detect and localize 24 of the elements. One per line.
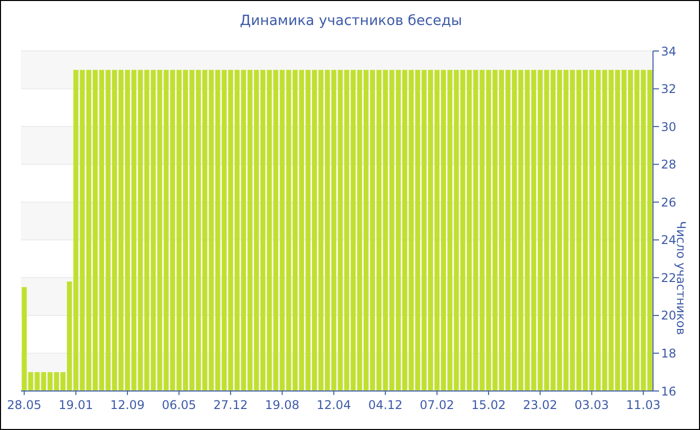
y-tick-label: 28	[661, 158, 676, 172]
y-tick-label: 34	[661, 44, 676, 58]
y-tick-label: 18	[661, 346, 676, 360]
x-tick-label: 04.12	[368, 398, 403, 412]
chart-title: Динамика участников беседы	[238, 13, 464, 29]
x-tick-label: 19.08	[265, 398, 300, 412]
x-tick-label: 03.03	[574, 398, 609, 412]
y-tick-label: 26	[661, 195, 676, 210]
x-tick-label: 11.03	[626, 398, 661, 412]
x-tick-label: 12.09	[110, 398, 145, 412]
y-tick-label: 22	[661, 270, 676, 285]
x-tick-label: 07.02	[420, 398, 454, 412]
x-tick-label: 28.05	[7, 398, 42, 412]
x-tick-label: 06.05	[162, 398, 196, 412]
x-tick-label: 12.04	[316, 398, 351, 412]
y-tick-label: 30	[661, 120, 676, 134]
x-tick-label: 27.12	[213, 398, 248, 412]
x-tick-label: 15.02	[471, 398, 506, 412]
y-tick-label: 24	[661, 233, 676, 248]
x-tick-label: 19.01	[58, 398, 93, 412]
y-tick-label: 16	[661, 384, 676, 398]
y-tick-label: 32	[661, 82, 676, 96]
x-tick-label: 23.02	[522, 398, 558, 412]
y-tick-label: 20	[661, 308, 676, 323]
